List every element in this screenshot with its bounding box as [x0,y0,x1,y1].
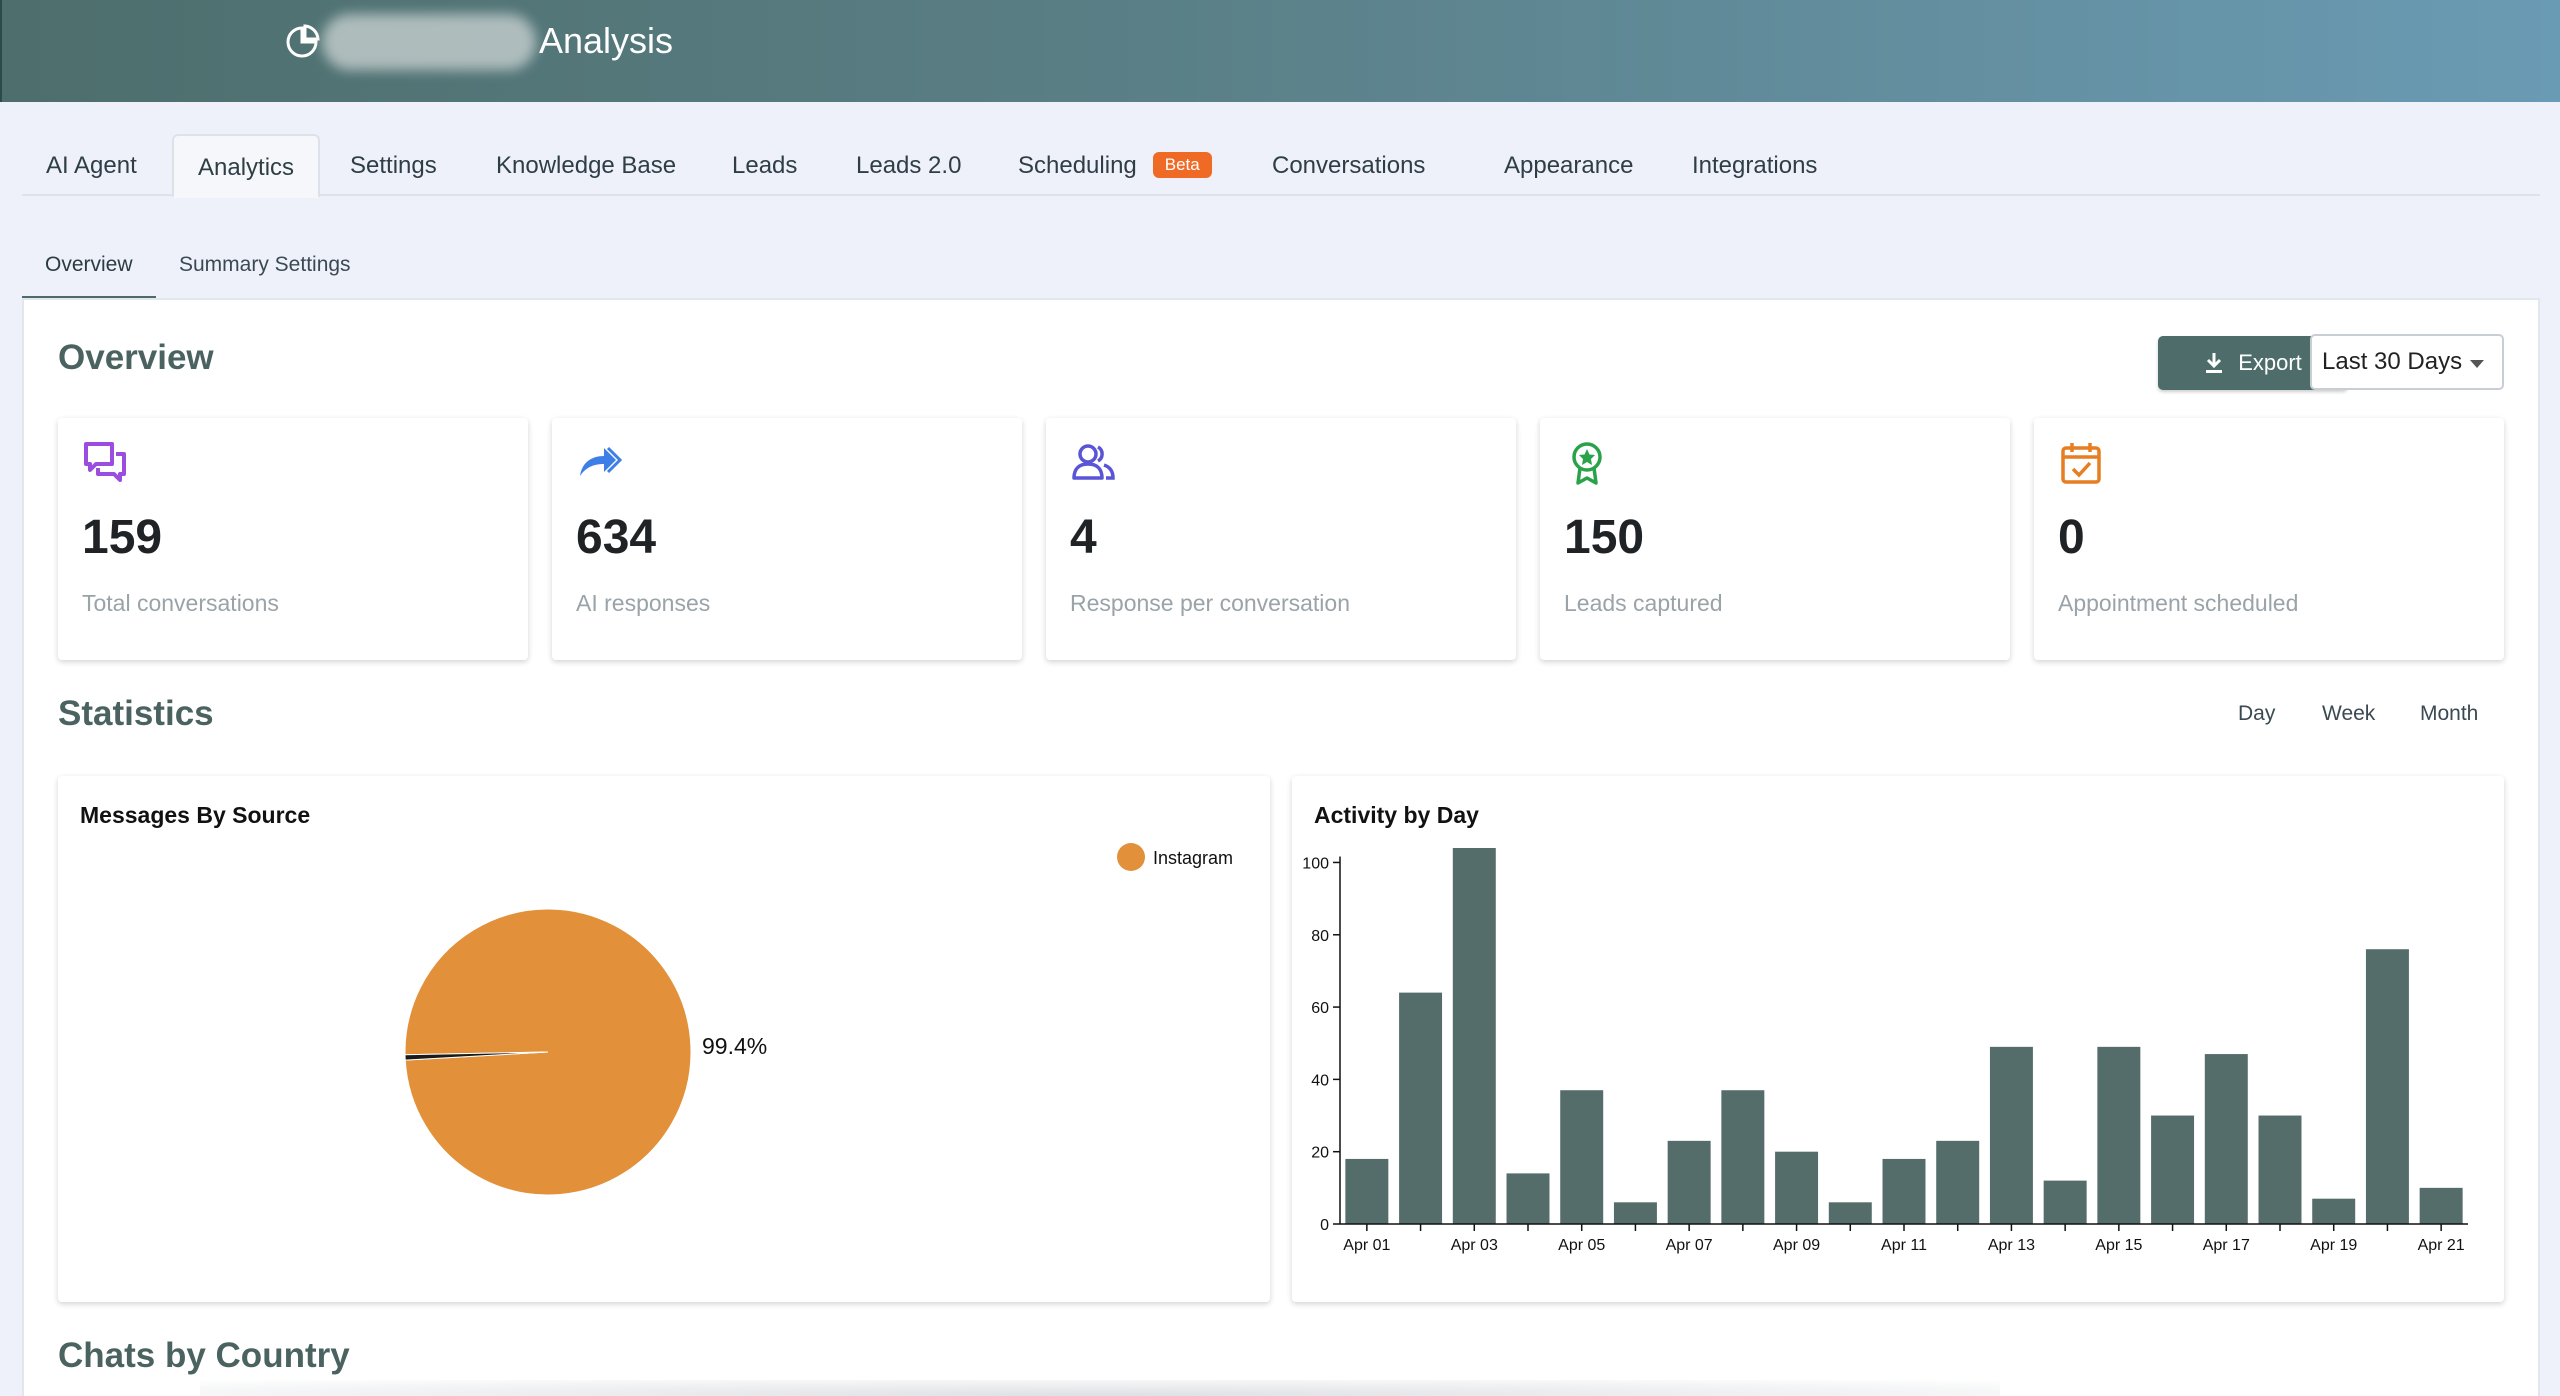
stat-card-response-per-conversation: 4 Response per conversation [1046,418,1516,660]
subtab-summary-settings[interactable]: Summary Settings [179,253,351,276]
calendar-check-icon [2061,443,2101,484]
chat-bubbles-icon [84,442,126,482]
bar-apr-14[interactable] [2043,1180,2087,1224]
section-shadow [200,1380,2000,1396]
y-tick-label: 20 [1311,1145,1329,1162]
download-icon [2206,353,2223,373]
x-tick-label: Apr 01 [1343,1237,1390,1254]
pie-chart: Instagram 99.4% [404,843,1233,1196]
activity-by-day-card: Activity by Day 0 20 40 60 80 100 Apr 01 Apr 03… [1292,776,2504,1302]
bar-apr-03[interactable] [1452,848,1496,1224]
pie-data-label: 99.4% [702,1033,767,1059]
period-week[interactable]: Week [2322,702,2376,725]
subtab-overview[interactable]: Overview [22,236,156,300]
stat-label: Total conversations [82,590,279,616]
legend-swatch-instagram[interactable] [1117,843,1145,871]
tab-scheduling-label: Scheduling [1018,152,1137,179]
stat-value: 634 [576,511,657,564]
y-tick-label: 100 [1302,855,1329,872]
bar-apr-20[interactable] [2365,949,2409,1224]
x-tick-label: Apr 03 [1451,1237,1498,1254]
y-tick-label: 80 [1311,928,1329,945]
tab-knowledge-base[interactable]: Knowledge Base [496,152,677,179]
x-tick-label: Apr 05 [1558,1237,1605,1254]
bar-apr-19[interactable] [2312,1198,2356,1224]
bar-apr-18[interactable] [2258,1115,2302,1224]
x-tick-label: Apr 09 [1773,1237,1820,1254]
stat-label: Response per conversation [1070,590,1350,616]
bar-apr-07[interactable] [1667,1140,1711,1224]
y-tick-label: 40 [1311,1072,1329,1089]
award-ribbon-icon [1572,442,1602,485]
pie-chart-title: Messages By Source [80,802,311,828]
chevron-down-icon [2470,360,2484,368]
tab-settings[interactable]: Settings [350,152,437,179]
tab-scheduling[interactable]: Scheduling Beta [994,134,1236,196]
x-tick-label: Apr 13 [1988,1237,2035,1254]
bar-apr-05[interactable] [1560,1090,1604,1224]
statistics-title: Statistics [58,694,214,733]
pie-chart-icon [286,24,320,58]
bar-apr-06[interactable] [1613,1202,1657,1224]
bar-apr-10[interactable] [1828,1202,1872,1224]
tab-analytics[interactable]: Analytics [172,134,321,198]
bar-apr-16[interactable] [2151,1115,2195,1224]
stat-label: Leads captured [1564,590,1723,616]
top-bar: Analysis [0,0,2560,102]
stat-card-ai-responses: 634 AI responses [552,418,1022,660]
stat-value: 4 [1070,511,1097,564]
legend-label-instagram[interactable]: Instagram [1153,848,1233,868]
stat-label: Appointment scheduled [2058,590,2299,616]
tab-ai-agent[interactable]: AI Agent [46,152,137,179]
redacted-name [322,14,536,70]
bar-chart: 0 20 40 60 80 100 Apr 01 Apr 03 Apr 05 Apr 07 Apr … [1302,848,2468,1254]
bar-apr-09[interactable] [1775,1151,1819,1224]
stat-card-appointment-scheduled: 0 Appointment scheduled [2034,418,2504,660]
tab-appearance[interactable]: Appearance [1504,152,1634,179]
tab-leads-2[interactable]: Leads 2.0 [856,152,962,179]
overview-title: Overview [58,338,214,377]
export-label: Export [2238,350,2302,375]
x-tick-label: Apr 19 [2310,1237,2357,1254]
bar-apr-17[interactable] [2204,1054,2248,1224]
x-tick-label: Apr 17 [2203,1237,2250,1254]
bar-apr-04[interactable] [1506,1173,1550,1224]
users-icon [1072,444,1115,480]
pie-slice-other[interactable] [404,1051,549,1061]
stat-label: AI responses [576,590,711,616]
stat-value: 0 [2058,511,2085,564]
stat-card-total-conversations: 159 Total conversations [58,418,528,660]
chats-by-country-title: Chats by Country [58,1336,350,1375]
bar-apr-15[interactable] [2097,1046,2141,1224]
bar-apr-08[interactable] [1721,1090,1765,1224]
bar-chart-title: Activity by Day [1314,802,1479,828]
forward-arrows-icon [580,446,622,476]
x-tick-label: Apr 07 [1666,1237,1713,1254]
date-range-value: Last 30 Days [2322,348,2463,375]
stat-card-leads-captured: 150 Leads captured [1540,418,2010,660]
period-month[interactable]: Month [2420,702,2479,725]
messages-by-source-card: Messages By Source Instagram 99.4% [58,776,1270,1302]
beta-badge: Beta [1152,151,1212,178]
tab-conversations[interactable]: Conversations [1272,152,1426,179]
y-tick-label: 0 [1320,1217,1329,1234]
app-title: Analysis [539,20,674,61]
bar-apr-02[interactable] [1399,992,1443,1224]
bar-apr-12[interactable] [1936,1140,1980,1224]
period-day[interactable]: Day [2238,702,2276,725]
bar-apr-21[interactable] [2419,1187,2463,1224]
tab-leads[interactable]: Leads [732,152,798,179]
date-range-select[interactable]: Last 30 Days [2310,334,2504,390]
x-tick-label: Apr 15 [2095,1237,2142,1254]
y-tick-label: 60 [1311,1000,1329,1017]
bar-apr-11[interactable] [1882,1158,1926,1224]
bar-apr-01[interactable] [1345,1158,1389,1224]
x-tick-label: Apr 21 [2418,1237,2465,1254]
stat-value: 159 [82,511,163,564]
main-tabs: AI Agent Analytics Settings Knowledge Ba… [22,134,2540,198]
stat-value: 150 [1564,511,1645,564]
tab-integrations[interactable]: Integrations [1692,152,1818,179]
bar-apr-13[interactable] [1989,1046,2033,1224]
x-tick-label: Apr 11 [1881,1237,1927,1254]
